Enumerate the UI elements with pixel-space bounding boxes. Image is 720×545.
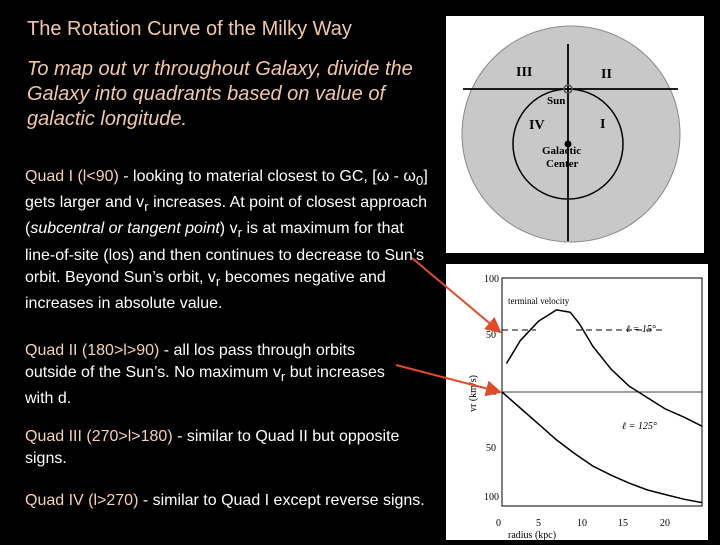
quad4-paragraph: Quad IV (l>270) - similar to Quad I exce… xyxy=(25,490,435,512)
x-tick-4: 20 xyxy=(660,518,670,529)
quad3-text: - similar to Quad II but opposite signs. xyxy=(25,428,400,467)
quadrant-II-label: II xyxy=(601,67,612,82)
quad1-text-f: becomes negative and increases in absolu… xyxy=(25,268,386,312)
quadrant-IV-label: IV xyxy=(529,118,545,133)
quad4-label: Quad IV (l>270) xyxy=(25,492,139,509)
x-axis-label: radius (kpc) xyxy=(508,530,556,540)
y-axis-label: vr (km/s) xyxy=(468,375,479,412)
rotation-curve-svg: terminal velocity ℓ = 15° ℓ = 125° 0 5 1… xyxy=(468,274,703,541)
galaxy-diagram-svg: III II IV I Sun Galactic Center xyxy=(461,25,681,243)
slide-title: The Rotation Curve of the Milky Way xyxy=(27,18,352,40)
galactic-center-label-2: Center xyxy=(546,158,578,170)
x-tick-2: 10 xyxy=(577,518,587,529)
quadrant-III-label: III xyxy=(516,65,532,80)
quad1-text-a: - looking to material closest to GC, [ω … xyxy=(118,168,416,185)
y-tick-4: 100 xyxy=(484,492,499,503)
galaxy-disk xyxy=(461,25,681,243)
x-tick-1: 5 xyxy=(536,518,541,529)
y-tick-0: 100 xyxy=(484,274,499,285)
sun-label: Sun xyxy=(547,95,565,107)
quadrant-I-label: I xyxy=(600,117,605,132)
quad2-paragraph: Quad II (180>l>90) - all los pass throug… xyxy=(25,340,405,410)
series-1-line xyxy=(505,309,703,427)
quad3-label: Quad III (270>l>180) xyxy=(25,428,173,445)
quad1-sub-a: 0 xyxy=(415,173,424,189)
galactic-center-dot xyxy=(564,140,572,148)
x-tick-3: 15 xyxy=(618,518,628,529)
galactic-center-label-1: Galactic xyxy=(542,145,581,157)
y-tick-3: 50 xyxy=(486,443,496,454)
rotation-curve-plot: terminal velocity ℓ = 15° ℓ = 125° 0 5 1… xyxy=(446,264,708,541)
quad2-label: Quad II (180>l>90) xyxy=(25,342,160,359)
quad1-text-c: increases. At point of closest approach … xyxy=(25,194,428,238)
series-2-line xyxy=(501,391,703,504)
curve-group xyxy=(501,309,703,504)
quad2-text-b: but increases with d. xyxy=(25,364,385,408)
quad1-sub-d: r xyxy=(237,225,243,241)
quad4-text: - similar to Quad I except reverse signs… xyxy=(138,492,425,509)
quad1-text-d: ) v xyxy=(219,220,238,238)
slide-subtitle: To map out vr throughout Galaxy, divide … xyxy=(27,58,413,130)
series-2-label: ℓ = 125° xyxy=(622,421,657,432)
quad1-sub-b: r xyxy=(144,199,149,215)
quad3-paragraph: Quad III (270>l>180) - similar to Quad I… xyxy=(25,426,435,470)
galaxy-diagram: III II IV I Sun Galactic Center xyxy=(446,16,704,253)
y-tick-1: 50 xyxy=(486,330,496,341)
quad1-label: Quad I (l<90) xyxy=(25,168,119,185)
quad1-sub-e: r xyxy=(215,273,221,289)
series-1-label: ℓ = 15° xyxy=(626,324,656,335)
quad1-italic: subcentral or tangent point xyxy=(30,220,220,238)
quad1-text-b: ] gets larger and v xyxy=(25,168,428,212)
sun-icon xyxy=(563,84,573,94)
quad2-text-a: - all los pass through orbits outside of… xyxy=(25,342,355,381)
quad1-paragraph: Quad I (l<90) - looking to material clos… xyxy=(25,166,435,315)
y-tick-2: 0 xyxy=(492,387,497,398)
quad2-sub-a: r xyxy=(280,369,286,385)
terminal-velocity-label: terminal velocity xyxy=(508,296,570,306)
x-tick-0: 0 xyxy=(496,518,501,529)
quad1-text-e: is at maximum for that line-of-site (los… xyxy=(25,220,425,286)
